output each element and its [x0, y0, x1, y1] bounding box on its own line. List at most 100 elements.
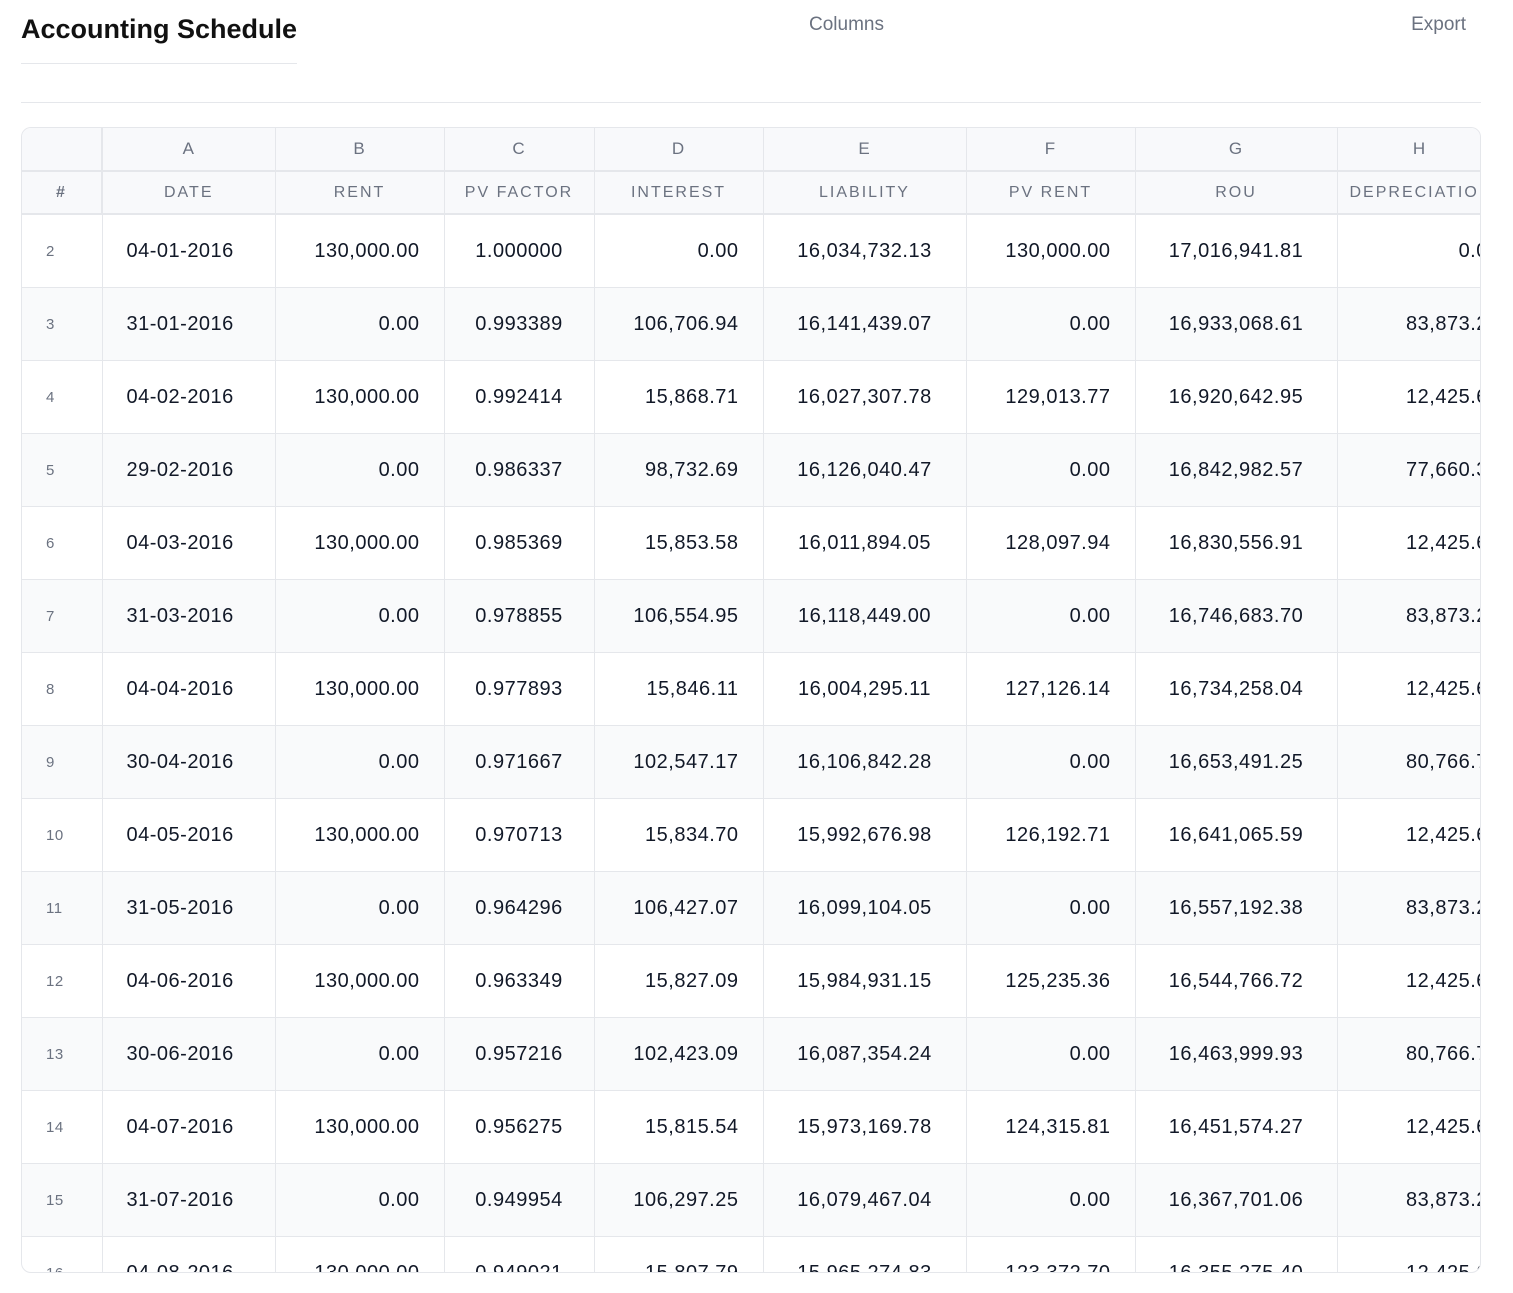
pv-rent-cell[interactable]: 0.00 — [966, 287, 1136, 361]
depreciation-cell[interactable]: 77,660.38 — [1337, 433, 1480, 507]
depreciation-cell[interactable]: 0.00 — [1337, 214, 1480, 288]
column-letter[interactable]: H — [1337, 128, 1480, 172]
rent-cell[interactable]: 130,000.00 — [275, 214, 445, 288]
rou-cell[interactable]: 17,016,941.81 — [1135, 214, 1338, 288]
table-row[interactable]: 3 31-01-2016 0.00 0.993389 106,706.94 16,141,… — [22, 287, 1480, 361]
date-cell[interactable]: 31-03-2016 — [102, 579, 276, 653]
depreciation-cell[interactable]: 12,425.66 — [1337, 506, 1480, 580]
table-row[interactable]: 6 04-03-2016 130,000.00 0.985369 15,853.58 16… — [22, 506, 1480, 580]
rent-cell[interactable]: 130,000.00 — [275, 798, 445, 872]
rent-cell[interactable]: 0.00 — [275, 433, 445, 507]
date-cell[interactable]: 04-01-2016 — [102, 214, 276, 288]
table-row[interactable]: 8 04-04-2016 130,000.00 0.977893 15,846.11 16… — [22, 652, 1480, 726]
interest-cell[interactable]: 15,827.09 — [594, 944, 764, 1018]
liability-cell[interactable]: 16,087,354.24 — [763, 1017, 967, 1091]
table-row[interactable]: 13 30-06-2016 0.00 0.957216 102,423.09 16,087… — [22, 1017, 1480, 1091]
column-header-date[interactable]: DATE — [102, 171, 276, 215]
pv-rent-cell[interactable]: 0.00 — [966, 871, 1136, 945]
rent-cell[interactable]: 130,000.00 — [275, 652, 445, 726]
pv-factor-cell[interactable]: 0.956275 — [444, 1090, 595, 1164]
column-header-liability[interactable]: LIABILITY — [763, 171, 967, 215]
pv-factor-cell[interactable]: 0.970713 — [444, 798, 595, 872]
interest-cell[interactable]: 106,554.95 — [594, 579, 764, 653]
rou-cell[interactable]: 16,451,574.27 — [1135, 1090, 1338, 1164]
column-letter[interactable]: E — [763, 128, 967, 172]
date-cell[interactable]: 31-01-2016 — [102, 287, 276, 361]
depreciation-cell[interactable]: 12,425.66 — [1337, 1090, 1480, 1164]
date-cell[interactable]: 04-04-2016 — [102, 652, 276, 726]
schedule-table-container[interactable]: A B C D E F G H # DATE RENT PV FACTOR IN… — [21, 127, 1481, 1273]
table-row[interactable]: 15 31-07-2016 0.00 0.949954 106,297.25 16,079… — [22, 1163, 1480, 1237]
rou-cell[interactable]: 16,746,683.70 — [1135, 579, 1338, 653]
pv-factor-cell[interactable]: 0.993389 — [444, 287, 595, 361]
pv-rent-cell[interactable]: 123,372.70 — [966, 1236, 1136, 1272]
column-header-rent[interactable]: RENT — [275, 171, 445, 215]
column-header-depreciation[interactable]: DEPRECIATION — [1337, 171, 1480, 215]
pv-rent-cell[interactable]: 124,315.81 — [966, 1090, 1136, 1164]
rou-cell[interactable]: 16,830,556.91 — [1135, 506, 1338, 580]
date-cell[interactable]: 30-04-2016 — [102, 725, 276, 799]
table-row[interactable]: 12 04-06-2016 130,000.00 0.963349 15,827.09 1… — [22, 944, 1480, 1018]
date-cell[interactable]: 31-05-2016 — [102, 871, 276, 945]
liability-cell[interactable]: 15,973,169.78 — [763, 1090, 967, 1164]
rent-cell[interactable]: 130,000.00 — [275, 360, 445, 434]
column-letter[interactable]: D — [594, 128, 764, 172]
liability-cell[interactable]: 16,099,104.05 — [763, 871, 967, 945]
depreciation-cell[interactable]: 83,873.21 — [1337, 871, 1480, 945]
rent-cell[interactable]: 130,000.00 — [275, 1090, 445, 1164]
interest-cell[interactable]: 106,706.94 — [594, 287, 764, 361]
export-button[interactable]: Export — [1411, 14, 1466, 35]
liability-cell[interactable]: 16,027,307.78 — [763, 360, 967, 434]
depreciation-cell[interactable]: 83,873.21 — [1337, 579, 1480, 653]
depreciation-cell[interactable]: 12,425.66 — [1337, 798, 1480, 872]
pv-rent-cell[interactable]: 0.00 — [966, 725, 1136, 799]
rou-cell[interactable]: 16,355,275.40 — [1135, 1236, 1338, 1272]
rou-cell[interactable]: 16,933,068.61 — [1135, 287, 1338, 361]
pv-factor-cell[interactable]: 0.964296 — [444, 871, 595, 945]
pv-rent-cell[interactable]: 130,000.00 — [966, 214, 1136, 288]
depreciation-cell[interactable]: 83,873.21 — [1337, 1163, 1480, 1237]
interest-cell[interactable]: 106,297.25 — [594, 1163, 764, 1237]
liability-cell[interactable]: 16,141,439.07 — [763, 287, 967, 361]
column-header-pv-factor[interactable]: PV FACTOR — [444, 171, 595, 215]
pv-factor-cell[interactable]: 0.957216 — [444, 1017, 595, 1091]
liability-cell[interactable]: 16,118,449.00 — [763, 579, 967, 653]
interest-cell[interactable]: 106,427.07 — [594, 871, 764, 945]
column-letter[interactable]: B — [275, 128, 445, 172]
pv-factor-cell[interactable]: 0.963349 — [444, 944, 595, 1018]
pv-factor-cell[interactable]: 0.971667 — [444, 725, 595, 799]
interest-cell[interactable]: 15,868.71 — [594, 360, 764, 434]
rou-cell[interactable]: 16,653,491.25 — [1135, 725, 1338, 799]
table-row[interactable]: 14 04-07-2016 130,000.00 0.956275 15,815.54 1… — [22, 1090, 1480, 1164]
pv-factor-cell[interactable]: 0.949021 — [444, 1236, 595, 1272]
interest-cell[interactable]: 98,732.69 — [594, 433, 764, 507]
column-letter[interactable]: F — [966, 128, 1136, 172]
rent-cell[interactable]: 130,000.00 — [275, 506, 445, 580]
rent-cell[interactable]: 130,000.00 — [275, 944, 445, 1018]
table-row[interactable]: 9 30-04-2016 0.00 0.971667 102,547.17 16,106,… — [22, 725, 1480, 799]
interest-cell[interactable]: 15,853.58 — [594, 506, 764, 580]
date-cell[interactable]: 31-07-2016 — [102, 1163, 276, 1237]
rent-cell[interactable]: 0.00 — [275, 1017, 445, 1091]
date-cell[interactable]: 04-03-2016 — [102, 506, 276, 580]
date-cell[interactable]: 04-05-2016 — [102, 798, 276, 872]
rou-cell[interactable]: 16,367,701.06 — [1135, 1163, 1338, 1237]
rou-cell[interactable]: 16,641,065.59 — [1135, 798, 1338, 872]
column-header-pv-rent[interactable]: PV RENT — [966, 171, 1136, 215]
columns-button[interactable]: Columns — [809, 14, 884, 35]
pv-rent-cell[interactable]: 0.00 — [966, 1017, 1136, 1091]
depreciation-cell[interactable]: 12,425.66 — [1337, 944, 1480, 1018]
table-row[interactable]: 11 31-05-2016 0.00 0.964296 106,427.07 16,099… — [22, 871, 1480, 945]
date-cell[interactable]: 04-06-2016 — [102, 944, 276, 1018]
rou-cell[interactable]: 16,734,258.04 — [1135, 652, 1338, 726]
table-row[interactable]: 5 29-02-2016 0.00 0.986337 98,732.69 16,126,0… — [22, 433, 1480, 507]
rou-cell[interactable]: 16,544,766.72 — [1135, 944, 1338, 1018]
liability-cell[interactable]: 15,965,274.83 — [763, 1236, 967, 1272]
date-cell[interactable]: 30-06-2016 — [102, 1017, 276, 1091]
pv-factor-cell[interactable]: 0.985369 — [444, 506, 595, 580]
table-row[interactable]: 10 04-05-2016 130,000.00 0.970713 15,834.70 1… — [22, 798, 1480, 872]
pv-rent-cell[interactable]: 0.00 — [966, 433, 1136, 507]
pv-rent-cell[interactable]: 125,235.36 — [966, 944, 1136, 1018]
rent-cell[interactable]: 130,000.00 — [275, 1236, 445, 1272]
interest-cell[interactable]: 102,423.09 — [594, 1017, 764, 1091]
